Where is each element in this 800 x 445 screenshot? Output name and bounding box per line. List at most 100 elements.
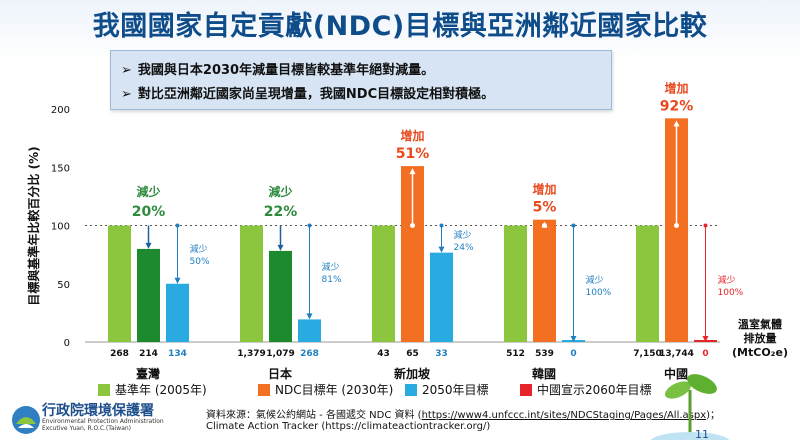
emission-value: 7,150 bbox=[633, 349, 661, 359]
legend-swatch-2050 bbox=[405, 383, 417, 396]
longterm-label: 減少 bbox=[454, 229, 472, 241]
longterm-arrow-head bbox=[570, 336, 577, 342]
emission-value: 0 bbox=[702, 349, 708, 359]
page-number: 11 bbox=[695, 428, 709, 441]
change-percent: 92% bbox=[660, 98, 694, 114]
bullet-arrow-icon: ➢ bbox=[121, 87, 132, 102]
country-label: 日本 bbox=[268, 366, 292, 381]
source-line-2: Climate Action Tracker (https://climatea… bbox=[206, 421, 491, 432]
summary-line-2: ➢ 對比亞洲鄰近國家尚呈現增量，我國NDC目標設定相對積極。 bbox=[121, 83, 494, 102]
ndc-arrow-origin bbox=[410, 223, 415, 228]
emission-unit-label: 溫室氣體 排放量 (MtCO₂e) bbox=[725, 318, 795, 360]
emission-value: 214 bbox=[139, 349, 158, 359]
bar-日本-0 bbox=[240, 225, 263, 342]
legend-item-2060: 中國宣示2060年目標 bbox=[520, 381, 652, 398]
change-label: 增加 bbox=[400, 128, 424, 143]
emission-value: 1,079 bbox=[266, 349, 294, 359]
emission-unit-line-2: 排放量 bbox=[743, 332, 777, 345]
y-tick-label: 150 bbox=[51, 163, 70, 174]
ndc-arrow-head bbox=[409, 168, 416, 175]
logo-name: 行政院環境保護署 bbox=[42, 403, 154, 419]
bar-中國-1 bbox=[665, 118, 688, 342]
y-tick-label: 100 bbox=[51, 222, 70, 233]
legend-item-base: 基準年 (2005年) bbox=[98, 381, 207, 398]
source-link[interactable]: https://www4.unfccc.int/sites/NDCStaging… bbox=[421, 410, 707, 421]
logo-subtitle-1: Environmental Protection Administration bbox=[42, 418, 164, 425]
longterm-arrow-origin bbox=[175, 223, 180, 228]
ndc-comparison-chart: 目標與基準年比較百分比 (%) 0 50 100 150 200 268 214 134 臺灣 減少… bbox=[26, 80, 744, 381]
longterm-label: 100% bbox=[586, 288, 612, 298]
bar-韓國-0 bbox=[504, 225, 527, 342]
emission-unit-line-1: 溫室氣體 bbox=[738, 318, 782, 331]
emission-value: 268 bbox=[110, 349, 129, 359]
longterm-arrow-origin bbox=[571, 223, 576, 228]
emission-unit-line-3: (MtCO₂e) bbox=[732, 346, 788, 359]
logo-subtitle-2: Excutive Yuan, R.O.C.(Taiwan) bbox=[42, 425, 132, 432]
page-title: 我國國家自定貢獻(NDC)目標與亞洲鄰近國家比較 bbox=[92, 11, 708, 42]
y-tick-label: 200 bbox=[51, 105, 70, 116]
emission-value: 33 bbox=[435, 349, 448, 359]
source-prefix: 資料來源：氣候公約網站 - 各國遞交 NDC 資料 ( bbox=[206, 410, 422, 421]
change-label: 增加 bbox=[664, 80, 688, 95]
ndc-arrow-origin bbox=[542, 223, 547, 228]
emission-value: 268 bbox=[300, 349, 319, 359]
bullet-arrow-icon: ➢ bbox=[121, 63, 132, 78]
source-suffix: )； bbox=[706, 410, 721, 421]
change-percent: 20% bbox=[132, 204, 166, 220]
longterm-label: 81% bbox=[322, 275, 342, 285]
longterm-label: 100% bbox=[718, 288, 744, 298]
change-label: 減少 bbox=[268, 184, 292, 199]
legend-swatch-base bbox=[98, 383, 110, 396]
longterm-label: 50% bbox=[190, 257, 210, 267]
summary-text-2: 對比亞洲鄰近國家尚呈現增量，我國NDC目標設定相對積極。 bbox=[137, 87, 495, 102]
summary-line-1: ➢ 我國與日本2030年減量目標皆較基準年絕對減量。 bbox=[121, 59, 434, 78]
y-tick-label: 0 bbox=[64, 338, 70, 349]
bar-中國-0 bbox=[636, 225, 659, 342]
longterm-label: 24% bbox=[454, 243, 474, 253]
bar-臺灣-0 bbox=[108, 225, 131, 342]
bar-新加坡-2 bbox=[430, 252, 453, 342]
change-percent: 22% bbox=[264, 204, 298, 220]
plant-sprout-icon bbox=[650, 374, 730, 440]
legend-item-2050: 2050年目標 bbox=[405, 381, 489, 398]
change-label: 減少 bbox=[136, 184, 160, 199]
longterm-arrow-origin bbox=[439, 223, 444, 228]
country-label: 臺灣 bbox=[136, 366, 160, 381]
source-line-1: 資料來源：氣候公約網站 - 各國遞交 NDC 資料 (https://www4.… bbox=[206, 406, 720, 421]
emission-value: 134 bbox=[168, 349, 187, 359]
emission-value: 65 bbox=[406, 349, 419, 359]
longterm-label: 減少 bbox=[586, 274, 604, 286]
y-axis-label: 目標與基準年比較百分比 (%) bbox=[26, 146, 41, 305]
summary-box: ➢ 我國與日本2030年減量目標皆較基準年絕對減量。 ➢ 對比亞洲鄰近國家尚呈現增量… bbox=[110, 50, 612, 110]
longterm-arrow-head bbox=[702, 336, 709, 342]
bar-臺灣-2 bbox=[166, 283, 189, 342]
emission-value: 43 bbox=[377, 349, 390, 359]
change-label: 增加 bbox=[532, 182, 556, 197]
legend-item-ndc: NDC目標年 (2030年) bbox=[258, 381, 393, 398]
longterm-label: 減少 bbox=[322, 261, 340, 273]
bar-韓國-1 bbox=[533, 219, 556, 342]
bar-日本-1 bbox=[269, 250, 292, 342]
longterm-arrow-head bbox=[306, 313, 313, 320]
bar-臺灣-1 bbox=[137, 248, 160, 342]
ndc-arrow-origin bbox=[674, 223, 679, 228]
legend-label-2050: 2050年目標 bbox=[422, 383, 489, 397]
emission-value: 13,744 bbox=[659, 349, 694, 359]
emission-value: 0 bbox=[570, 349, 576, 359]
legend-label-ndc: NDC目標年 (2030年) bbox=[275, 383, 394, 397]
longterm-arrow-head bbox=[174, 277, 181, 284]
legend-swatch-2060 bbox=[520, 383, 532, 396]
country-label: 新加坡 bbox=[394, 366, 431, 381]
longterm-arrow-origin bbox=[307, 223, 312, 228]
legend-label-base: 基準年 (2005年) bbox=[115, 383, 207, 397]
bar-新加坡-1 bbox=[401, 166, 424, 342]
bar-新加坡-0 bbox=[372, 225, 395, 342]
emission-value: 539 bbox=[535, 349, 554, 359]
epa-logo-icon bbox=[12, 406, 40, 434]
ndc-arrow-head bbox=[145, 242, 152, 249]
legend-swatch-ndc bbox=[258, 383, 270, 396]
change-percent: 51% bbox=[396, 146, 430, 162]
emission-value: 1,379 bbox=[237, 349, 265, 359]
bar-日本-2 bbox=[298, 319, 321, 342]
